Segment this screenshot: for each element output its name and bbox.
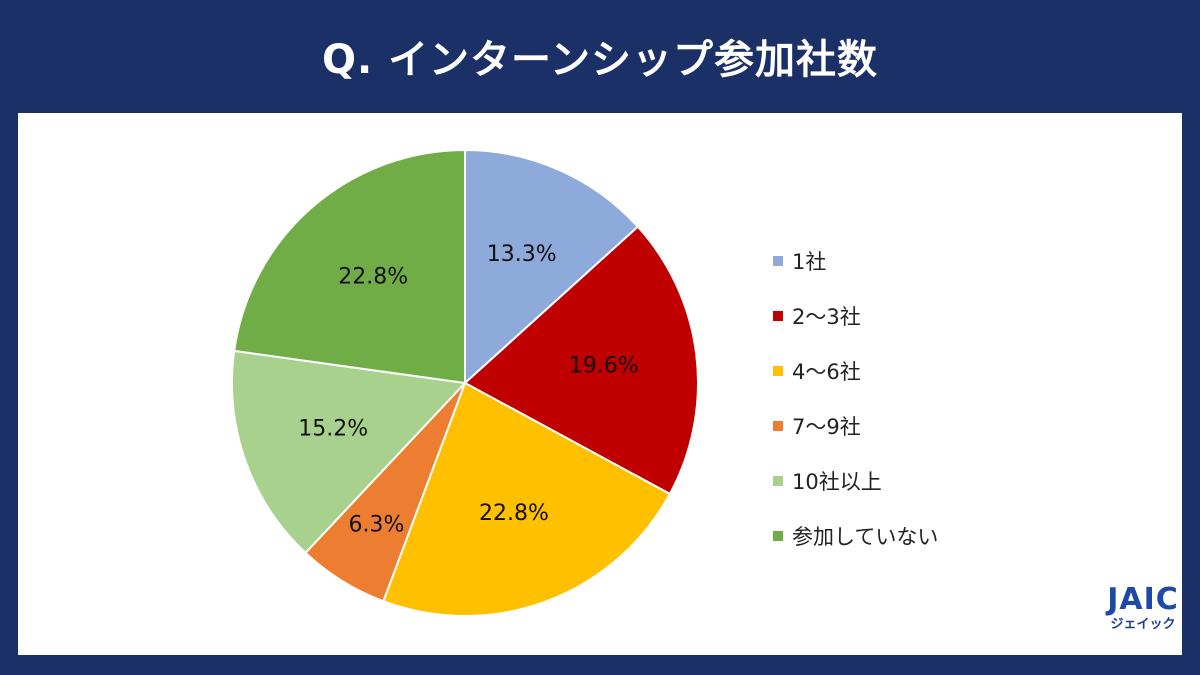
legend-label: 1社 [792,249,827,274]
legend-label: 4～6社 [792,359,861,384]
slice-data-label: 15.2% [298,417,368,442]
slice-data-label: 19.6% [569,353,639,378]
page-title: Q. インターンシップ参加社数 [321,37,879,83]
legend-swatch [773,420,783,431]
legend-label: 7～9社 [792,414,861,439]
logo-mark: JAIC [1107,582,1179,617]
slice-data-label: 13.3% [487,242,557,267]
slice-data-label: 6.3% [348,512,404,537]
slice-data-label: 22.8% [479,501,549,526]
legend-item: 1社 [773,233,938,288]
logo-subtitle: ジェイック [1110,617,1176,632]
legend-label: 参加していない [792,524,939,549]
chart-legend: 1社 2～3社 4～6社 7～9社 10社以上参加していない [773,233,938,563]
jaic-logo: JAIC ジェイック [1093,583,1193,647]
pie-slice [233,148,466,385]
legend-item: 7～9社 [773,398,938,453]
chart-panel: 13.3% 19.6% 22.8% 6.3% 15.2% 22.8% 1社 2～3社 4～6社… [18,113,1182,655]
slice-data-label: 22.8% [338,265,408,290]
legend-item: 4～6社 [773,343,938,398]
pie-chart: 13.3% 19.6% 22.8% 6.3% 15.2% 22.8% [231,148,699,617]
legend-swatch [773,365,783,376]
legend-swatch [773,255,783,266]
legend-item: 10社以上 [773,453,938,508]
legend-item: 参加していない [773,508,938,563]
pie-slice [463,225,699,496]
legend-swatch [773,475,783,486]
legend-label: 2～3社 [792,304,861,329]
legend-swatch [773,530,783,541]
pie-slice [382,381,672,617]
legend-label: 10社以上 [792,469,882,494]
legend-swatch [773,310,783,321]
pie-slice [464,148,640,386]
pie-slice [231,349,468,555]
legend-item: 2～3社 [773,288,938,343]
